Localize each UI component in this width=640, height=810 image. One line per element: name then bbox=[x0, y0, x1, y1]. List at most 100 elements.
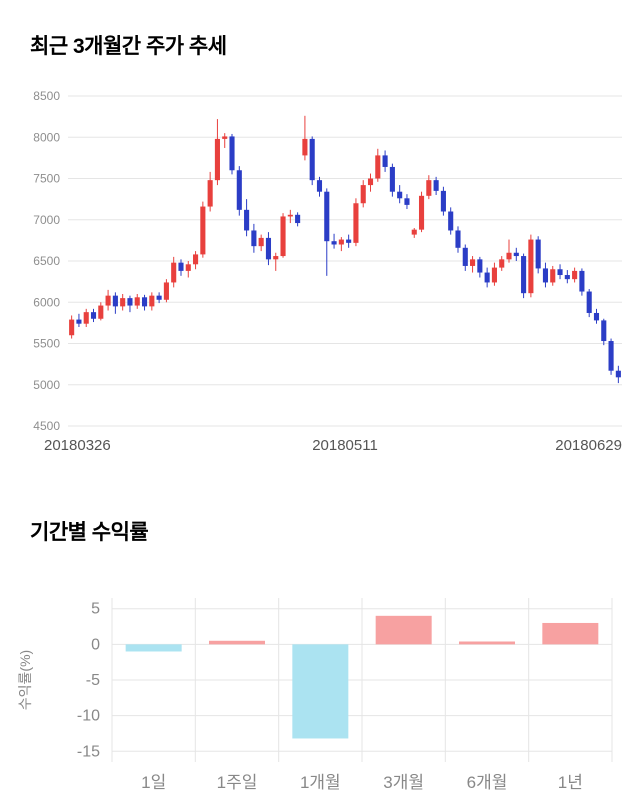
returns-x-tick: 1년 bbox=[558, 773, 583, 792]
candle bbox=[76, 319, 82, 324]
return-bar-3개월 bbox=[375, 615, 432, 645]
price-y-tick: 4500 bbox=[33, 419, 60, 433]
candle bbox=[564, 275, 570, 280]
candle bbox=[112, 295, 118, 307]
candle bbox=[171, 262, 177, 283]
candle bbox=[302, 138, 308, 156]
candle bbox=[367, 178, 374, 186]
candle bbox=[491, 267, 497, 283]
candle bbox=[134, 297, 140, 306]
price-y-tick: 6500 bbox=[33, 254, 60, 268]
price-y-tick: 7500 bbox=[33, 172, 60, 186]
candle bbox=[550, 269, 556, 283]
returns-x-tick: 1일 bbox=[141, 773, 166, 792]
candle bbox=[98, 305, 104, 319]
return-bar-1일 bbox=[125, 644, 182, 652]
candle bbox=[360, 185, 366, 204]
candle bbox=[346, 239, 352, 243]
candle bbox=[484, 272, 490, 283]
returns-x-tick: 1개월 bbox=[300, 773, 341, 792]
candle bbox=[236, 170, 242, 210]
candle bbox=[127, 298, 133, 306]
candle bbox=[265, 237, 272, 260]
candle bbox=[462, 247, 468, 266]
candle bbox=[477, 259, 483, 273]
price-y-tick: 8500 bbox=[33, 89, 60, 103]
candle bbox=[608, 341, 614, 371]
candle bbox=[397, 191, 403, 199]
candle bbox=[331, 241, 337, 245]
returns-y-tick: 5 bbox=[91, 601, 100, 618]
price-y-tick: 8000 bbox=[33, 130, 60, 144]
return-bar-6개월 bbox=[459, 641, 515, 645]
returns-x-tick: 6개월 bbox=[467, 773, 508, 792]
price-y-tick: 5500 bbox=[33, 337, 60, 351]
price-x-axis: 20180326 20180511 20180629 bbox=[44, 437, 622, 454]
candle bbox=[615, 370, 621, 378]
candle bbox=[426, 180, 432, 196]
candle bbox=[287, 214, 293, 217]
candle bbox=[309, 138, 315, 181]
return-bar-1주일 bbox=[209, 640, 265, 645]
candle bbox=[229, 136, 235, 171]
returns-y-tick: 0 bbox=[91, 636, 100, 653]
candle bbox=[156, 295, 162, 300]
candle bbox=[389, 166, 395, 192]
candle bbox=[83, 312, 89, 324]
candle bbox=[433, 180, 439, 191]
candle bbox=[193, 254, 199, 265]
candle bbox=[521, 256, 527, 294]
returns-x-tick: 3개월 bbox=[383, 773, 424, 792]
returns-chart-svg: 5 0 -5 -10 -15 1일 1주일 1개월 3개월 6개월 1년 수익률(%) bbox=[17, 598, 613, 792]
candle bbox=[207, 180, 213, 207]
candle bbox=[375, 155, 381, 179]
candle bbox=[141, 297, 148, 307]
candle bbox=[105, 295, 111, 306]
candle bbox=[470, 259, 476, 266]
returns-bar-chart: 5 0 -5 -10 -15 1일 1주일 1개월 3개월 6개월 1년 수익률(%) bbox=[0, 586, 640, 798]
candle bbox=[404, 198, 410, 205]
price-x-tick: 20180511 bbox=[312, 437, 378, 454]
price-x-tick: 20180629 bbox=[555, 437, 622, 454]
candle bbox=[214, 138, 220, 181]
price-x-tick: 20180326 bbox=[44, 437, 111, 454]
candle bbox=[280, 216, 286, 257]
returns-y-tick: -15 bbox=[77, 743, 100, 760]
candle bbox=[149, 295, 155, 307]
price-trend-title: 최근 3개월간 주가 추세 bbox=[30, 35, 227, 58]
price-candlestick-chart: 8500 8000 7500 7000 6500 6000 5500 5000 4500 2018… bbox=[0, 86, 640, 458]
candle bbox=[185, 264, 191, 271]
candle bbox=[244, 209, 250, 231]
return-bars: 1일 1주일 1개월 3개월 6개월 1년 bbox=[125, 615, 599, 792]
candle bbox=[120, 298, 126, 307]
return-bar-1년 bbox=[542, 622, 599, 645]
price-grid: 8500 8000 7500 7000 6500 6000 5500 5000 4500 bbox=[33, 89, 622, 433]
candle bbox=[455, 230, 461, 248]
candle bbox=[90, 312, 97, 319]
candle bbox=[178, 262, 184, 271]
returns-y-tick: -10 bbox=[77, 708, 100, 725]
candle bbox=[200, 206, 206, 255]
returns-y-tick: -5 bbox=[86, 672, 100, 689]
candle bbox=[528, 239, 534, 294]
period-returns-title: 기간별 수익률 bbox=[30, 521, 149, 544]
candle bbox=[542, 268, 549, 283]
candle bbox=[258, 237, 264, 247]
returns-y-axis-label: 수익률(%) bbox=[17, 650, 33, 710]
candle bbox=[316, 180, 323, 192]
candle bbox=[535, 239, 541, 269]
candle bbox=[69, 319, 75, 336]
return-bar-1개월 bbox=[292, 644, 349, 739]
candle bbox=[382, 155, 388, 167]
candle bbox=[273, 256, 279, 260]
candle bbox=[572, 270, 578, 280]
candle bbox=[448, 211, 454, 231]
price-y-tick: 7000 bbox=[33, 213, 60, 227]
candle bbox=[338, 239, 344, 245]
candle bbox=[418, 195, 425, 230]
candle bbox=[295, 214, 301, 224]
candle bbox=[579, 270, 585, 292]
candles bbox=[69, 115, 621, 384]
candle bbox=[593, 312, 600, 321]
